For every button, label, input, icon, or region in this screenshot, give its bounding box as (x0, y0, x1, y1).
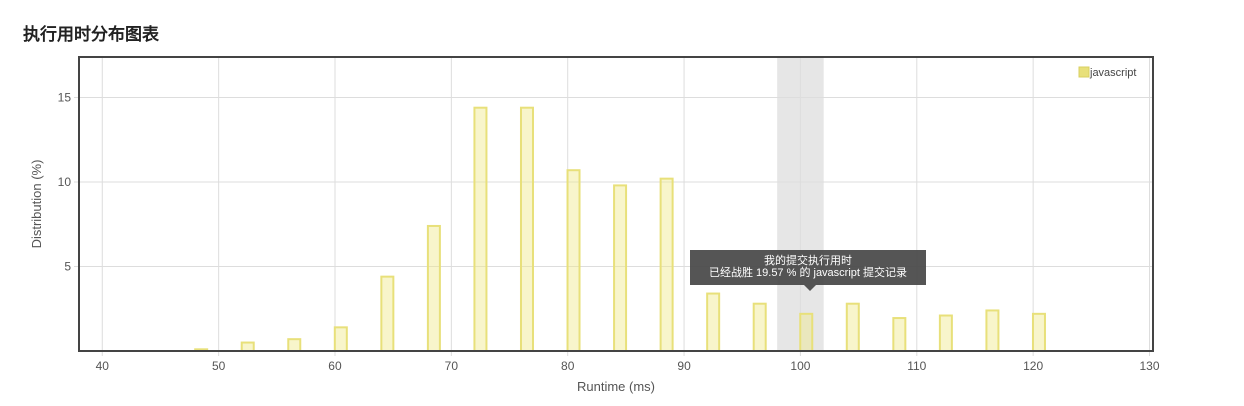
x-tick-label: 40 (96, 359, 110, 373)
bar (473, 106, 488, 352)
page-title: 执行用时分布图表 (23, 25, 159, 44)
legend-swatch (1078, 66, 1090, 78)
bar (799, 312, 814, 352)
bar (659, 177, 674, 352)
bar (333, 326, 348, 352)
submission-tooltip: 我的提交执行用时 已经战胜 19.57 % 的 javascript 提交记录 (690, 250, 926, 291)
bar (1031, 312, 1046, 352)
bar (566, 169, 581, 352)
bar (426, 224, 441, 352)
y-tick-label: 15 (58, 91, 72, 105)
tooltip-line1: 我的提交执行用时 (764, 255, 852, 267)
y-axis-label: Distribution (%) (29, 160, 44, 249)
bar (519, 106, 534, 352)
bar (613, 184, 628, 352)
tooltip-line2: 已经战胜 19.57 % 的 javascript 提交记录 (708, 267, 908, 279)
y-tick-label: 5 (64, 260, 71, 274)
bar (845, 302, 860, 353)
bar (706, 292, 721, 353)
x-tick-label: 80 (561, 359, 575, 373)
x-axis-label: Runtime (ms) (577, 379, 655, 394)
bar (287, 338, 302, 353)
y-tick-label: 10 (58, 175, 72, 189)
x-tick-label: 90 (677, 359, 691, 373)
bar (985, 309, 1000, 352)
bar (380, 275, 395, 353)
bar (240, 341, 255, 353)
x-tick-label: 50 (212, 359, 226, 373)
x-tick-label: 70 (445, 359, 459, 373)
bar (938, 314, 953, 352)
bar (752, 302, 767, 353)
x-tick-label: 120 (1023, 359, 1043, 373)
x-tick-label: 100 (790, 359, 810, 373)
x-tick-label: 60 (328, 359, 342, 373)
legend-label: javascript (1089, 67, 1136, 79)
plot-frame (78, 56, 1154, 352)
bar (892, 317, 907, 353)
x-tick-label: 130 (1139, 359, 1159, 373)
x-tick-label: 110 (907, 359, 926, 373)
